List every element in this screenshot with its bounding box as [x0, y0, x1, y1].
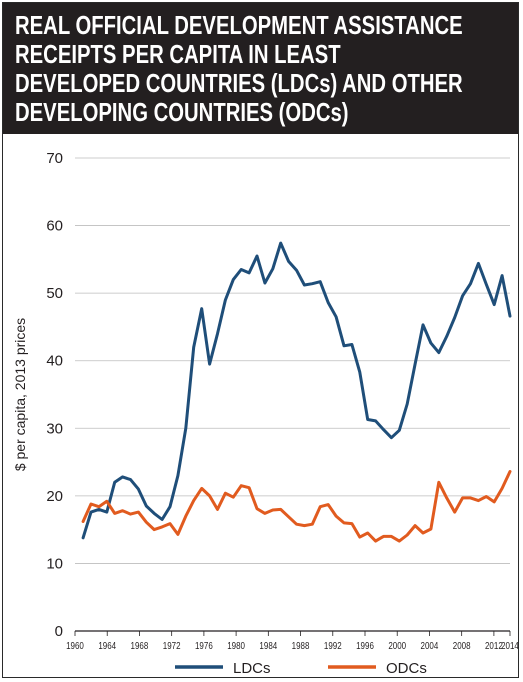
y-tick-label: 50 [46, 285, 63, 302]
x-tick-label: 2012 [485, 640, 503, 651]
x-tick-label: 2000 [388, 640, 406, 651]
chart-frame: REAL OFFICIAL DEVELOPMENT ASSISTANCE REC… [2, 2, 519, 678]
y-tick-label: 40 [46, 353, 63, 370]
chart-title: REAL OFFICIAL DEVELOPMENT ASSISTANCE REC… [15, 10, 463, 127]
x-tick-label: 2014 [501, 640, 518, 651]
x-tick-label: 1980 [227, 640, 245, 651]
x-tick-label: 1964 [98, 640, 116, 651]
y-tick-label: 30 [46, 420, 63, 437]
x-tick-label: 1984 [259, 640, 277, 651]
x-tick-label: 1992 [324, 640, 342, 651]
title-bar: REAL OFFICIAL DEVELOPMENT ASSISTANCE REC… [3, 3, 518, 134]
chart-plot: 0 10 20 30 40 50 60 70 $ per capita, 2013 prices… [12, 150, 518, 677]
legend-label-odcs: ODCs [386, 660, 427, 677]
x-tick-label: 1976 [195, 640, 213, 651]
series-line-odcs [81, 470, 512, 543]
x-tick-label: 1988 [292, 640, 310, 651]
series-line-ldcs [81, 241, 512, 540]
x-tick-label: 2004 [421, 640, 439, 651]
y-axis-label: $ per capita, 2013 prices [12, 318, 28, 471]
x-tick-label: 1996 [356, 640, 374, 651]
y-tick-label: 10 [46, 555, 63, 572]
y-tick-label: 60 [46, 218, 63, 235]
y-tick-label: 0 [55, 623, 63, 640]
x-tick-label: 1968 [131, 640, 149, 651]
x-tick-label: 1960 [66, 640, 84, 651]
legend-label-ldcs: LDCs [233, 660, 271, 677]
y-tick-label: 70 [46, 150, 63, 167]
x-tick-label: 1972 [163, 640, 181, 651]
y-tick-label: 20 [46, 488, 63, 505]
x-tick-label: 2008 [453, 640, 471, 651]
